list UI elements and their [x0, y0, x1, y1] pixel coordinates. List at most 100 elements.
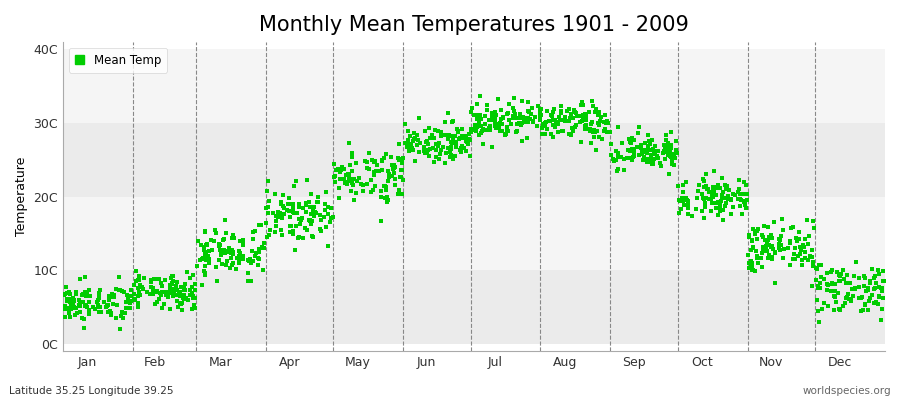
- Point: [702, 188, 716, 195]
- Point: [751, 259, 765, 266]
- Point: [106, 294, 121, 301]
- Point: [772, 236, 787, 243]
- Point: [268, 222, 283, 229]
- Point: [342, 176, 356, 183]
- Point: [403, 144, 418, 150]
- Point: [274, 227, 288, 233]
- Point: [664, 153, 679, 160]
- Point: [274, 215, 289, 221]
- Point: [473, 116, 488, 122]
- Point: [306, 208, 320, 215]
- Point: [221, 245, 236, 251]
- Point: [358, 158, 373, 164]
- Point: [640, 147, 654, 153]
- Point: [564, 125, 579, 131]
- Point: [745, 266, 760, 273]
- Point: [739, 205, 753, 211]
- Point: [387, 182, 401, 189]
- Point: [698, 171, 713, 178]
- Point: [760, 254, 775, 261]
- Point: [721, 193, 735, 199]
- Point: [62, 314, 77, 320]
- Point: [166, 273, 180, 279]
- Point: [594, 114, 608, 120]
- Point: [296, 204, 310, 211]
- Point: [68, 298, 82, 304]
- Point: [713, 205, 727, 211]
- Point: [537, 120, 552, 126]
- Point: [144, 278, 158, 285]
- Point: [554, 117, 568, 123]
- Point: [607, 158, 621, 164]
- Point: [508, 111, 523, 118]
- Point: [515, 120, 529, 126]
- Point: [169, 298, 184, 304]
- Point: [170, 279, 184, 285]
- Point: [158, 288, 173, 295]
- Point: [865, 292, 879, 298]
- Point: [379, 184, 393, 190]
- Point: [428, 146, 443, 153]
- Point: [198, 229, 212, 235]
- Point: [661, 144, 675, 150]
- Point: [177, 286, 192, 292]
- Point: [871, 300, 886, 307]
- Point: [560, 107, 574, 114]
- Point: [352, 174, 366, 181]
- Point: [520, 119, 535, 125]
- Point: [700, 186, 715, 192]
- Point: [824, 269, 839, 276]
- Point: [66, 294, 80, 301]
- Point: [611, 153, 625, 160]
- Point: [143, 284, 157, 291]
- Point: [149, 299, 164, 305]
- Point: [203, 237, 218, 243]
- Point: [488, 123, 502, 129]
- Point: [385, 166, 400, 172]
- Point: [92, 294, 106, 301]
- Point: [342, 162, 356, 168]
- Point: [133, 282, 148, 288]
- Point: [470, 112, 484, 118]
- Point: [202, 256, 216, 262]
- Point: [788, 256, 803, 263]
- Point: [236, 242, 250, 248]
- Point: [318, 206, 332, 213]
- Point: [663, 129, 678, 136]
- Point: [173, 289, 187, 295]
- Point: [868, 285, 883, 291]
- Point: [676, 198, 690, 204]
- Point: [303, 220, 318, 227]
- Point: [521, 114, 535, 121]
- Point: [107, 293, 122, 299]
- Point: [874, 306, 888, 312]
- Point: [700, 185, 715, 192]
- Point: [826, 281, 841, 288]
- Point: [634, 144, 648, 151]
- Point: [754, 264, 769, 270]
- Point: [438, 150, 453, 157]
- Point: [602, 129, 616, 135]
- Point: [772, 246, 787, 253]
- Point: [627, 137, 642, 143]
- Point: [783, 238, 797, 244]
- Point: [177, 287, 192, 294]
- Point: [546, 106, 561, 112]
- Point: [200, 241, 214, 247]
- Point: [176, 295, 190, 302]
- Point: [648, 143, 662, 149]
- Point: [155, 283, 169, 290]
- Point: [788, 245, 803, 251]
- Point: [801, 256, 815, 263]
- Point: [849, 259, 863, 266]
- Point: [706, 194, 720, 200]
- Point: [711, 200, 725, 206]
- Point: [592, 122, 607, 128]
- Point: [199, 256, 213, 263]
- Point: [590, 128, 604, 134]
- Point: [771, 236, 786, 242]
- Point: [472, 111, 487, 118]
- Point: [728, 192, 742, 198]
- Point: [346, 197, 361, 203]
- Point: [299, 200, 313, 206]
